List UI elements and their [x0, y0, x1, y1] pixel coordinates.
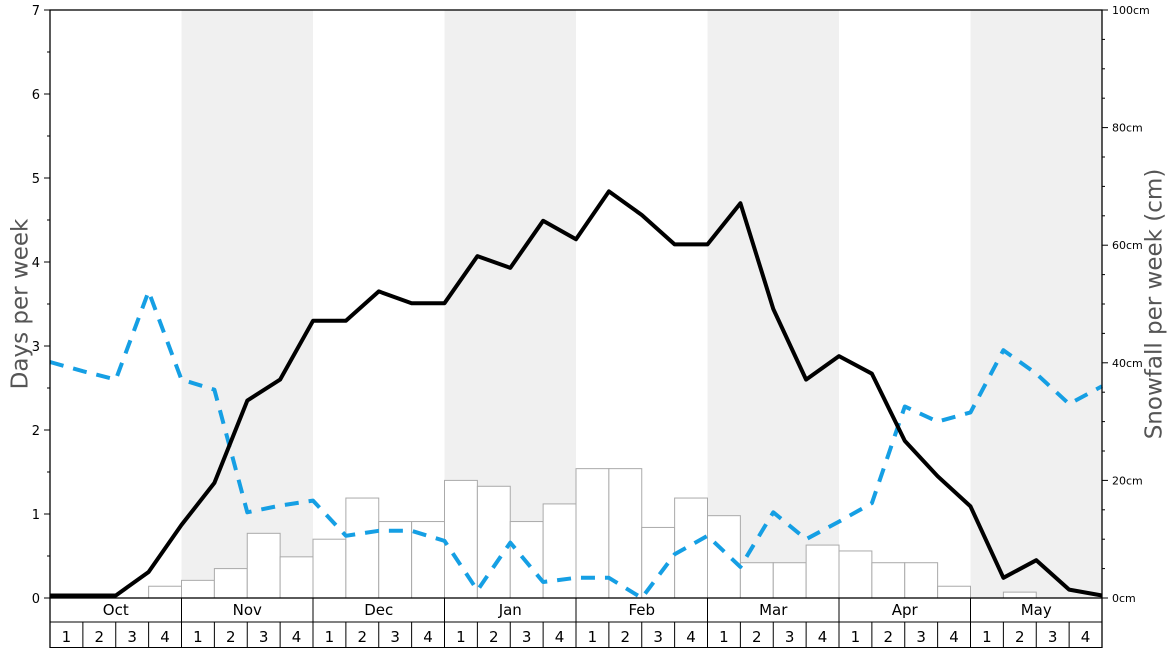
month-label: Mar	[759, 601, 788, 619]
week-label: 4	[1081, 628, 1091, 646]
left-y-axis: 0 1 2 3 4 5 6 7	[32, 4, 50, 607]
left-tick-label: 2	[32, 424, 40, 439]
right-tick-label: 100cm	[1112, 4, 1150, 17]
snowfall-bar	[805, 544, 840, 599]
left-tick-label: 3	[32, 340, 40, 355]
right-tick-label: 80cm	[1112, 122, 1143, 135]
week-label: 3	[259, 628, 269, 646]
snowfall-bar	[871, 562, 906, 599]
week-label: 3	[916, 628, 926, 646]
snowfall-bar	[937, 585, 971, 599]
snowfall-bar	[772, 562, 807, 599]
week-label: 3	[785, 628, 795, 646]
right-y-axis: 0cm 20cm 40cm 60cm 80cm 100cm	[1102, 4, 1150, 605]
week-label: 1	[588, 628, 598, 646]
week-label: 4	[292, 628, 302, 646]
left-tick-label: 0	[32, 592, 40, 607]
week-label: 3	[522, 628, 532, 646]
snowfall-bar	[279, 556, 314, 599]
week-label: 4	[818, 628, 828, 646]
month-label: Nov	[233, 601, 262, 619]
snowfall-bar	[542, 503, 577, 599]
week-label: 1	[325, 628, 335, 646]
week-label: 1	[851, 628, 861, 646]
week-label: 2	[884, 628, 894, 646]
week-label: 4	[423, 628, 433, 646]
week-label: 1	[719, 628, 729, 646]
snowfall-bar	[707, 515, 741, 599]
week-label: 2	[1015, 628, 1025, 646]
week-label: 4	[686, 628, 696, 646]
month-label: Jan	[498, 601, 522, 619]
left-tick-label: 5	[32, 172, 40, 187]
snowfall-bar	[608, 468, 643, 599]
snowfall-bar	[345, 497, 380, 599]
week-label: 1	[193, 628, 203, 646]
left-tick-label: 1	[32, 508, 40, 523]
snowfall-bar	[641, 526, 676, 599]
week-label: 3	[390, 628, 400, 646]
snowfall-bar	[181, 579, 215, 599]
snowfall-bar	[838, 550, 873, 599]
left-tick-label: 7	[32, 4, 40, 19]
snowfall-bar	[148, 585, 182, 599]
month-label: Dec	[364, 601, 393, 619]
week-label: 1	[62, 628, 72, 646]
month-label: May	[1021, 601, 1052, 619]
snowfall-bar	[312, 538, 347, 599]
right-tick-label: 60cm	[1112, 239, 1143, 252]
left-axis-title: Days per week	[8, 218, 34, 389]
snowfall-bars	[148, 468, 1037, 599]
week-label: 2	[95, 628, 105, 646]
week-label: 1	[456, 628, 466, 646]
week-label: 3	[127, 628, 137, 646]
week-label: 2	[226, 628, 236, 646]
week-label: 2	[752, 628, 762, 646]
month-band	[970, 10, 1102, 598]
left-tick-label: 4	[32, 256, 40, 271]
month-bands	[181, 10, 1102, 598]
month-label: Feb	[628, 601, 655, 619]
week-label: 4	[949, 628, 959, 646]
week-label: 2	[358, 628, 368, 646]
solid-series-line	[50, 189, 1103, 598]
dashed-series-line	[49, 289, 1103, 600]
days-lines	[49, 189, 1103, 600]
snowfall-bar	[213, 568, 248, 599]
week-label: 2	[489, 628, 499, 646]
left-tick-label: 6	[32, 88, 40, 103]
snowfall-bar	[378, 521, 413, 599]
right-tick-label: 40cm	[1112, 357, 1143, 370]
week-label: 3	[653, 628, 663, 646]
x-axis: Oct 1 2 3 4 Nov 1 2 3 4 Dec 1 2 3 4 Jan 1 2 3 4 Feb 1 2 3 4 Mar 1 2…	[49, 598, 1103, 648]
right-tick-label: 0cm	[1112, 592, 1136, 605]
week-label: 1	[982, 628, 992, 646]
snowfall-bar	[739, 562, 774, 599]
month-label: Apr	[892, 601, 919, 619]
month-label: Oct	[103, 601, 129, 619]
snowfall-bar	[904, 562, 939, 599]
week-label: 3	[1048, 628, 1058, 646]
week-label: 4	[555, 628, 565, 646]
snowfall-bar	[246, 532, 281, 599]
right-axis-title: Snowfall per week (cm)	[1142, 169, 1168, 440]
week-label: 4	[160, 628, 170, 646]
snowfall-bar	[674, 497, 708, 599]
snowfall-bar	[1002, 591, 1037, 599]
right-tick-label: 20cm	[1112, 474, 1143, 487]
week-label: 2	[621, 628, 631, 646]
